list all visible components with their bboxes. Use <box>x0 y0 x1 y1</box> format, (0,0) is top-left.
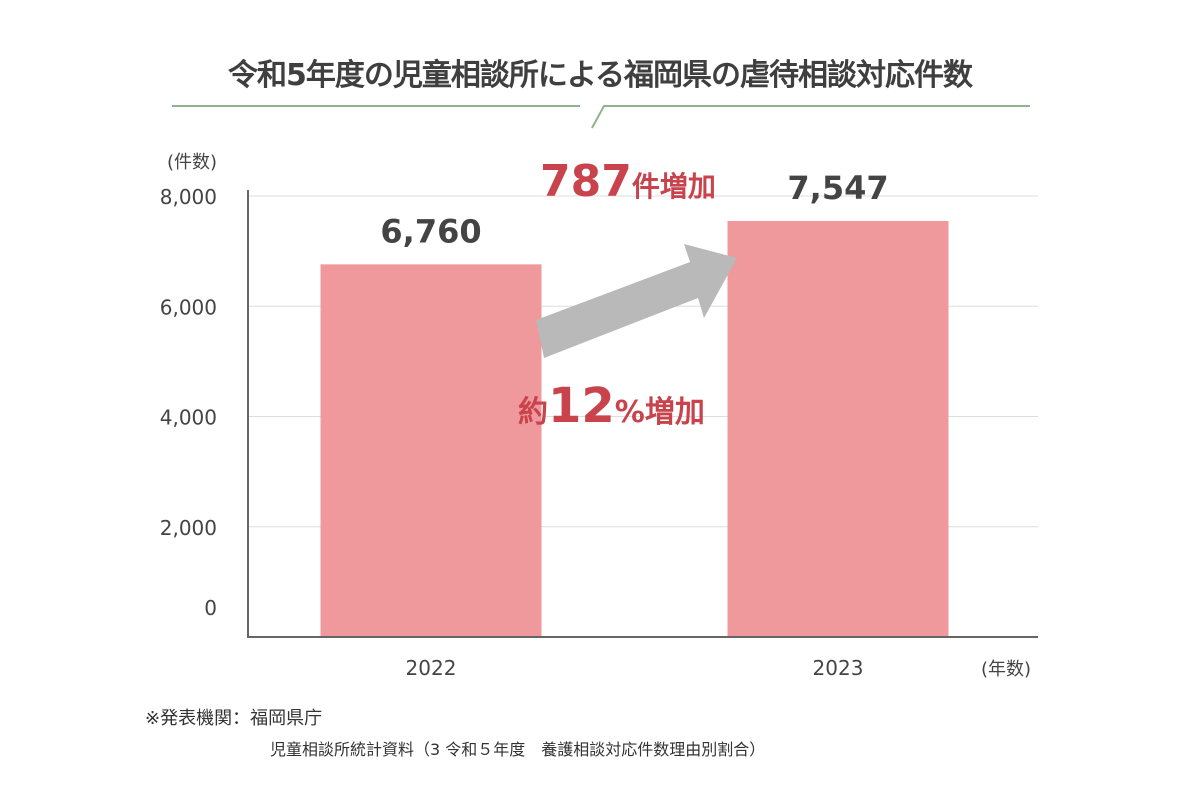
y-tick-label: 2,000 <box>160 516 217 540</box>
increase-pct-number: 12 <box>548 378 615 434</box>
y-axis-label: (件数) <box>167 152 217 173</box>
increase-pct-suffix: %増加 <box>615 395 705 430</box>
increase-count-suffix: 件増加 <box>632 170 716 203</box>
chart-title: 令和5年度の児童相談所による福岡県の虐待相談対応件数 <box>228 58 973 93</box>
increase-count-number: 787 <box>540 156 632 207</box>
source-detail: 児童相談所統計資料（3 令和５年度 養護相談対応件数理由別割合） <box>270 740 766 759</box>
bar-2022 <box>320 264 542 637</box>
bar-2023 <box>727 220 949 637</box>
increase-count-annotation: 787件増加 <box>540 156 716 207</box>
x-tick-label: 2022 <box>406 656 457 680</box>
increase-pct-prefix: 約 <box>518 395 548 430</box>
y-tick-label: 4,000 <box>160 406 217 430</box>
increase-arrow <box>536 244 737 358</box>
y-tick-label: 6,000 <box>160 295 217 319</box>
y-tick-label: 8,000 <box>160 185 217 209</box>
bar-value-label: 7,547 <box>787 169 888 207</box>
title-underline-right <box>591 105 1030 129</box>
bar-value-label: 6,760 <box>380 212 481 250</box>
x-tick-label: 2023 <box>813 656 864 680</box>
x-axis-label: (年数) <box>981 659 1031 680</box>
y-tick-label: 0 <box>204 596 217 620</box>
source-label: ※発表機関：福岡県庁 <box>145 708 323 729</box>
increase-pct-annotation: 約12%増加 <box>518 378 705 434</box>
